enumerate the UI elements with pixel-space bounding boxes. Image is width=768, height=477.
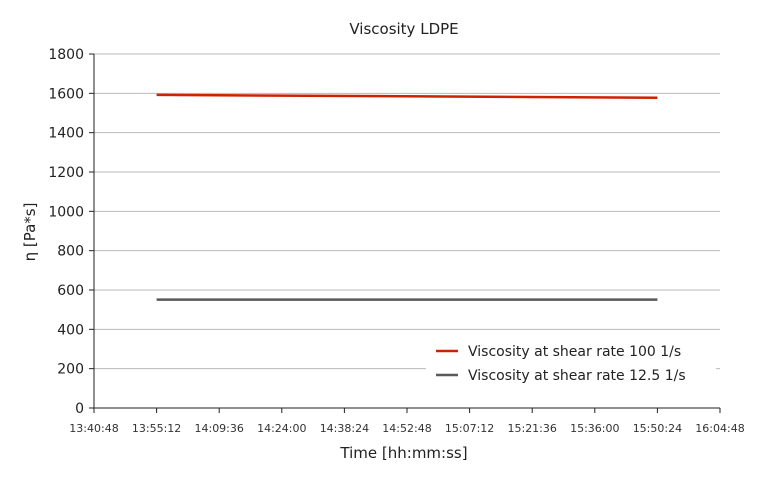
- x-tick-label: 15:07:12: [445, 422, 494, 435]
- y-tick-label: 1200: [48, 165, 84, 181]
- x-tick-label: 15:21:36: [507, 422, 556, 435]
- x-tick-label: 15:36:00: [570, 422, 619, 435]
- y-tick-label: 800: [57, 244, 84, 260]
- legend-label-2: Viscosity at shear rate 12.5 1/s: [468, 368, 686, 384]
- y-tick-label: 600: [57, 283, 84, 299]
- x-tick-labels: 13:40:48 13:55:12 14:09:36 14:24:00 14:38:24…: [69, 422, 744, 435]
- series-line-1: [156, 93, 658, 99]
- y-tick-labels: 0 200 400 600 800 1000 1200 1400 1600 1800: [48, 47, 84, 417]
- y-tick-label: 1800: [48, 47, 84, 63]
- y-tick-label: 0: [75, 401, 84, 417]
- y-tick-label: 1400: [48, 126, 84, 142]
- x-tick-label: 14:38:24: [320, 422, 369, 435]
- x-tick-label: 14:24:00: [257, 422, 306, 435]
- x-tick-label: 13:40:48: [69, 422, 118, 435]
- axes: [89, 53, 721, 413]
- y-tick-label: 1600: [48, 86, 84, 102]
- y-axis-label: η [Pa*s]: [21, 203, 39, 262]
- y-tick-label: 1000: [48, 204, 84, 220]
- gridlines: [94, 53, 720, 370]
- y-tick-label: 200: [57, 362, 84, 378]
- x-tick-label: 14:09:36: [194, 422, 243, 435]
- x-tick-label: 15:50:24: [633, 422, 682, 435]
- legend: Viscosity at shear rate 100 1/s Viscosity…: [426, 340, 716, 392]
- chart-title: Viscosity LDPE: [349, 20, 458, 38]
- series-lines: [156, 93, 658, 301]
- x-axis-label: Time [hh:mm:ss]: [339, 444, 467, 462]
- y-tick-label: 400: [57, 322, 84, 338]
- legend-background: [426, 340, 716, 392]
- legend-label-1: Viscosity at shear rate 100 1/s: [468, 344, 681, 360]
- x-tick-label: 14:52:48: [382, 422, 431, 435]
- x-tick-label: 16:04:48: [695, 422, 744, 435]
- x-tick-label: 13:55:12: [132, 422, 181, 435]
